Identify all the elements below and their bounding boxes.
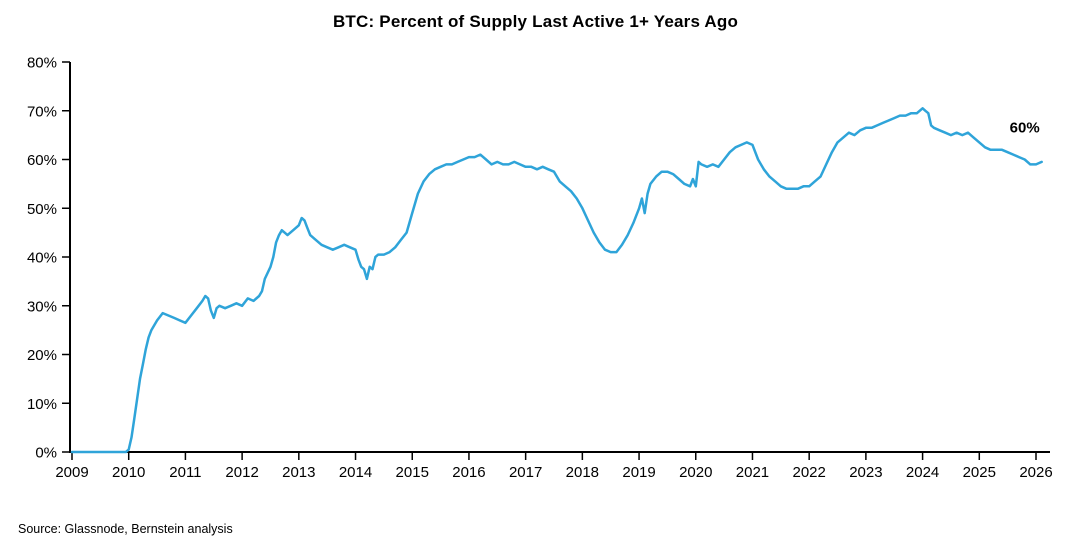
- x-tick-label: 2009: [55, 464, 88, 481]
- y-tick-label: 20%: [27, 347, 57, 364]
- x-tick-label: 2020: [679, 464, 712, 481]
- x-tick-label: 2019: [622, 464, 655, 481]
- y-tick-label: 0%: [35, 445, 57, 462]
- source-note: Source: Glassnode, Bernstein analysis: [18, 522, 233, 536]
- x-tick-label: 2010: [112, 464, 145, 481]
- x-tick-label: 2021: [736, 464, 769, 481]
- y-tick-label: 80%: [27, 55, 57, 72]
- x-tick-label: 2011: [169, 464, 201, 481]
- y-tick-label: 70%: [27, 103, 57, 120]
- x-tick-label: 2012: [225, 464, 258, 481]
- x-tick-label: 2015: [396, 464, 429, 481]
- x-tick-label: 2023: [849, 464, 882, 481]
- x-tick-label: 2024: [906, 464, 939, 481]
- chart-title: BTC: Percent of Supply Last Active 1+ Ye…: [332, 12, 739, 31]
- x-tick-label: 2026: [1019, 464, 1052, 481]
- btc-supply-line: [70, 107, 1043, 454]
- x-tick-label: 2025: [963, 464, 996, 481]
- x-tick-label: 2016: [452, 464, 485, 481]
- y-tick-label: 10%: [27, 396, 57, 413]
- y-tick-label: 30%: [27, 298, 57, 315]
- x-tick-label: 2022: [792, 464, 825, 481]
- x-tick-label: 2017: [509, 464, 542, 481]
- axes-lines: [69, 62, 1050, 453]
- y-tick-label: 40%: [27, 250, 57, 267]
- x-tick-label: 2014: [339, 464, 372, 481]
- last-value-annotation: 60%: [1010, 120, 1040, 137]
- x-tick-label: 2018: [566, 464, 599, 481]
- y-tick-label: 50%: [27, 201, 57, 218]
- y-tick-label: 60%: [27, 152, 57, 169]
- x-tick-label: 2013: [282, 464, 315, 481]
